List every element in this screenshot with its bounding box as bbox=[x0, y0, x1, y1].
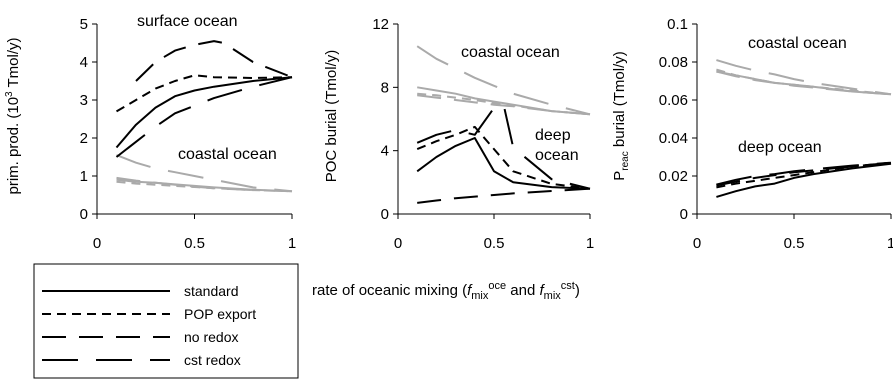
y-tick-label: 3 bbox=[80, 92, 88, 109]
x-tick-label: 0.5 bbox=[184, 235, 205, 252]
x-tick-label: 1 bbox=[887, 235, 893, 252]
series-line-surface-dash-long bbox=[135, 40, 293, 82]
x-tick-label: 1 bbox=[288, 235, 296, 252]
annotation-coastal-ocean: coastal ocean bbox=[178, 146, 277, 163]
y-tick-label: 0 bbox=[381, 206, 389, 223]
x-tick-label: 0.5 bbox=[784, 235, 805, 252]
x-tick-label: 0.5 bbox=[484, 235, 505, 252]
series-line-deep-dash-short bbox=[416, 125, 591, 190]
panel-preac-burial: Preac burial (Tmol/y) coastal ocean deep… bbox=[611, 16, 893, 252]
y-tick-label: 0.02 bbox=[659, 168, 688, 185]
y-tick-label: 0.06 bbox=[659, 92, 688, 109]
x-tick-label: 0 bbox=[93, 235, 101, 252]
annotation-coastal-ocean-3: coastal ocean bbox=[748, 35, 847, 52]
series-line-coastal-solid bbox=[417, 86, 591, 116]
panel-1-lines bbox=[115, 40, 293, 193]
annotation-ocean: ocean bbox=[535, 147, 579, 164]
annotation-deep-ocean: deep ocean bbox=[738, 139, 822, 156]
series-line-coastal-dash-long bbox=[116, 176, 293, 193]
legend-label: POP export bbox=[184, 306, 256, 322]
series-line-surface-dash-short bbox=[115, 74, 293, 113]
series-line-coastal-dash-longgap bbox=[116, 154, 293, 193]
x-tick-label: 0 bbox=[394, 235, 402, 252]
y-tick-label: 2 bbox=[80, 130, 88, 147]
y-tick-label: 0.08 bbox=[659, 54, 688, 71]
y-tick-label: 4 bbox=[381, 143, 389, 160]
series-line-deep-dash-long bbox=[716, 161, 892, 187]
series-line-coastal-dash-longgap bbox=[416, 45, 591, 116]
series-line-deep-dash-longgap bbox=[716, 161, 892, 186]
panel-2-ticks: 0 4 8 12 0 0.5 1 bbox=[372, 16, 594, 252]
legend-items: standard POP export no redox cst redox bbox=[42, 283, 256, 368]
series-line-coastal-dash-longgap bbox=[716, 59, 892, 96]
series-line-deep-solid bbox=[416, 137, 591, 190]
y-tick-label: 5 bbox=[80, 16, 88, 33]
series-line-deep-dash-longgap bbox=[416, 103, 591, 190]
y-tick-label: 12 bbox=[372, 16, 389, 33]
ylabel-poc-burial: POC burial (Tmol/y) bbox=[323, 50, 340, 183]
series-line-deep-dash-short bbox=[716, 161, 892, 189]
panel-3-ticks: 0 0.02 0.04 0.06 0.08 0.1 0 0.5 1 bbox=[659, 16, 893, 252]
ylabel-primary-production: prim. prod. (103 Tmol/y) bbox=[4, 37, 22, 194]
series-line-deep-solid bbox=[716, 162, 892, 198]
series-line-coastal-dash-long bbox=[716, 70, 892, 96]
series-line-surface-dash-longgap bbox=[115, 76, 293, 158]
y-tick-label: 0 bbox=[680, 206, 688, 223]
panel-poc-burial: POC burial (Tmol/y) coastal ocean deep o… bbox=[323, 16, 594, 252]
series-line-coastal-dash-short bbox=[417, 92, 591, 116]
series-line-coastal-dash-short bbox=[716, 68, 892, 96]
y-tick-label: 0.04 bbox=[659, 130, 688, 147]
annotation-surface-ocean: surface ocean bbox=[137, 13, 238, 30]
series-line-deep-dash-long bbox=[417, 187, 591, 204]
legend-label: standard bbox=[184, 283, 238, 299]
y-tick-label: 0 bbox=[80, 206, 88, 223]
x-tick-label: 1 bbox=[586, 235, 594, 252]
legend: standard POP export no redox cst redox bbox=[33, 263, 299, 379]
y-tick-label: 0.1 bbox=[667, 16, 688, 33]
x-tick-label: 0 bbox=[693, 235, 701, 252]
y-tick-label: 1 bbox=[80, 168, 88, 185]
series-line-surface-solid bbox=[115, 76, 293, 149]
ylabel-preac-burial: Preac burial (Tmol/y) bbox=[611, 51, 631, 180]
annotation-coastal-ocean-2: coastal ocean bbox=[461, 44, 560, 61]
y-tick-label: 4 bbox=[80, 54, 88, 71]
legend-label: cst redox bbox=[184, 352, 241, 368]
panel-2-lines bbox=[416, 45, 591, 204]
series-line-coastal-dash-long bbox=[417, 94, 591, 116]
legend-label: no redox bbox=[184, 329, 238, 345]
shared-xlabel: rate of oceanic mixing (fmixoce and fmix… bbox=[312, 280, 580, 302]
annotation-deep: deep bbox=[535, 127, 571, 144]
panel-primary-production: prim. prod. (103 Tmol/y) surface ocean c… bbox=[4, 13, 296, 252]
y-tick-label: 8 bbox=[381, 79, 389, 96]
series-line-coastal-dash-short bbox=[116, 180, 293, 193]
panel-3-lines bbox=[716, 59, 892, 198]
panel-1-ticks: 0 1 2 3 4 5 0 0.5 1 bbox=[80, 16, 297, 252]
